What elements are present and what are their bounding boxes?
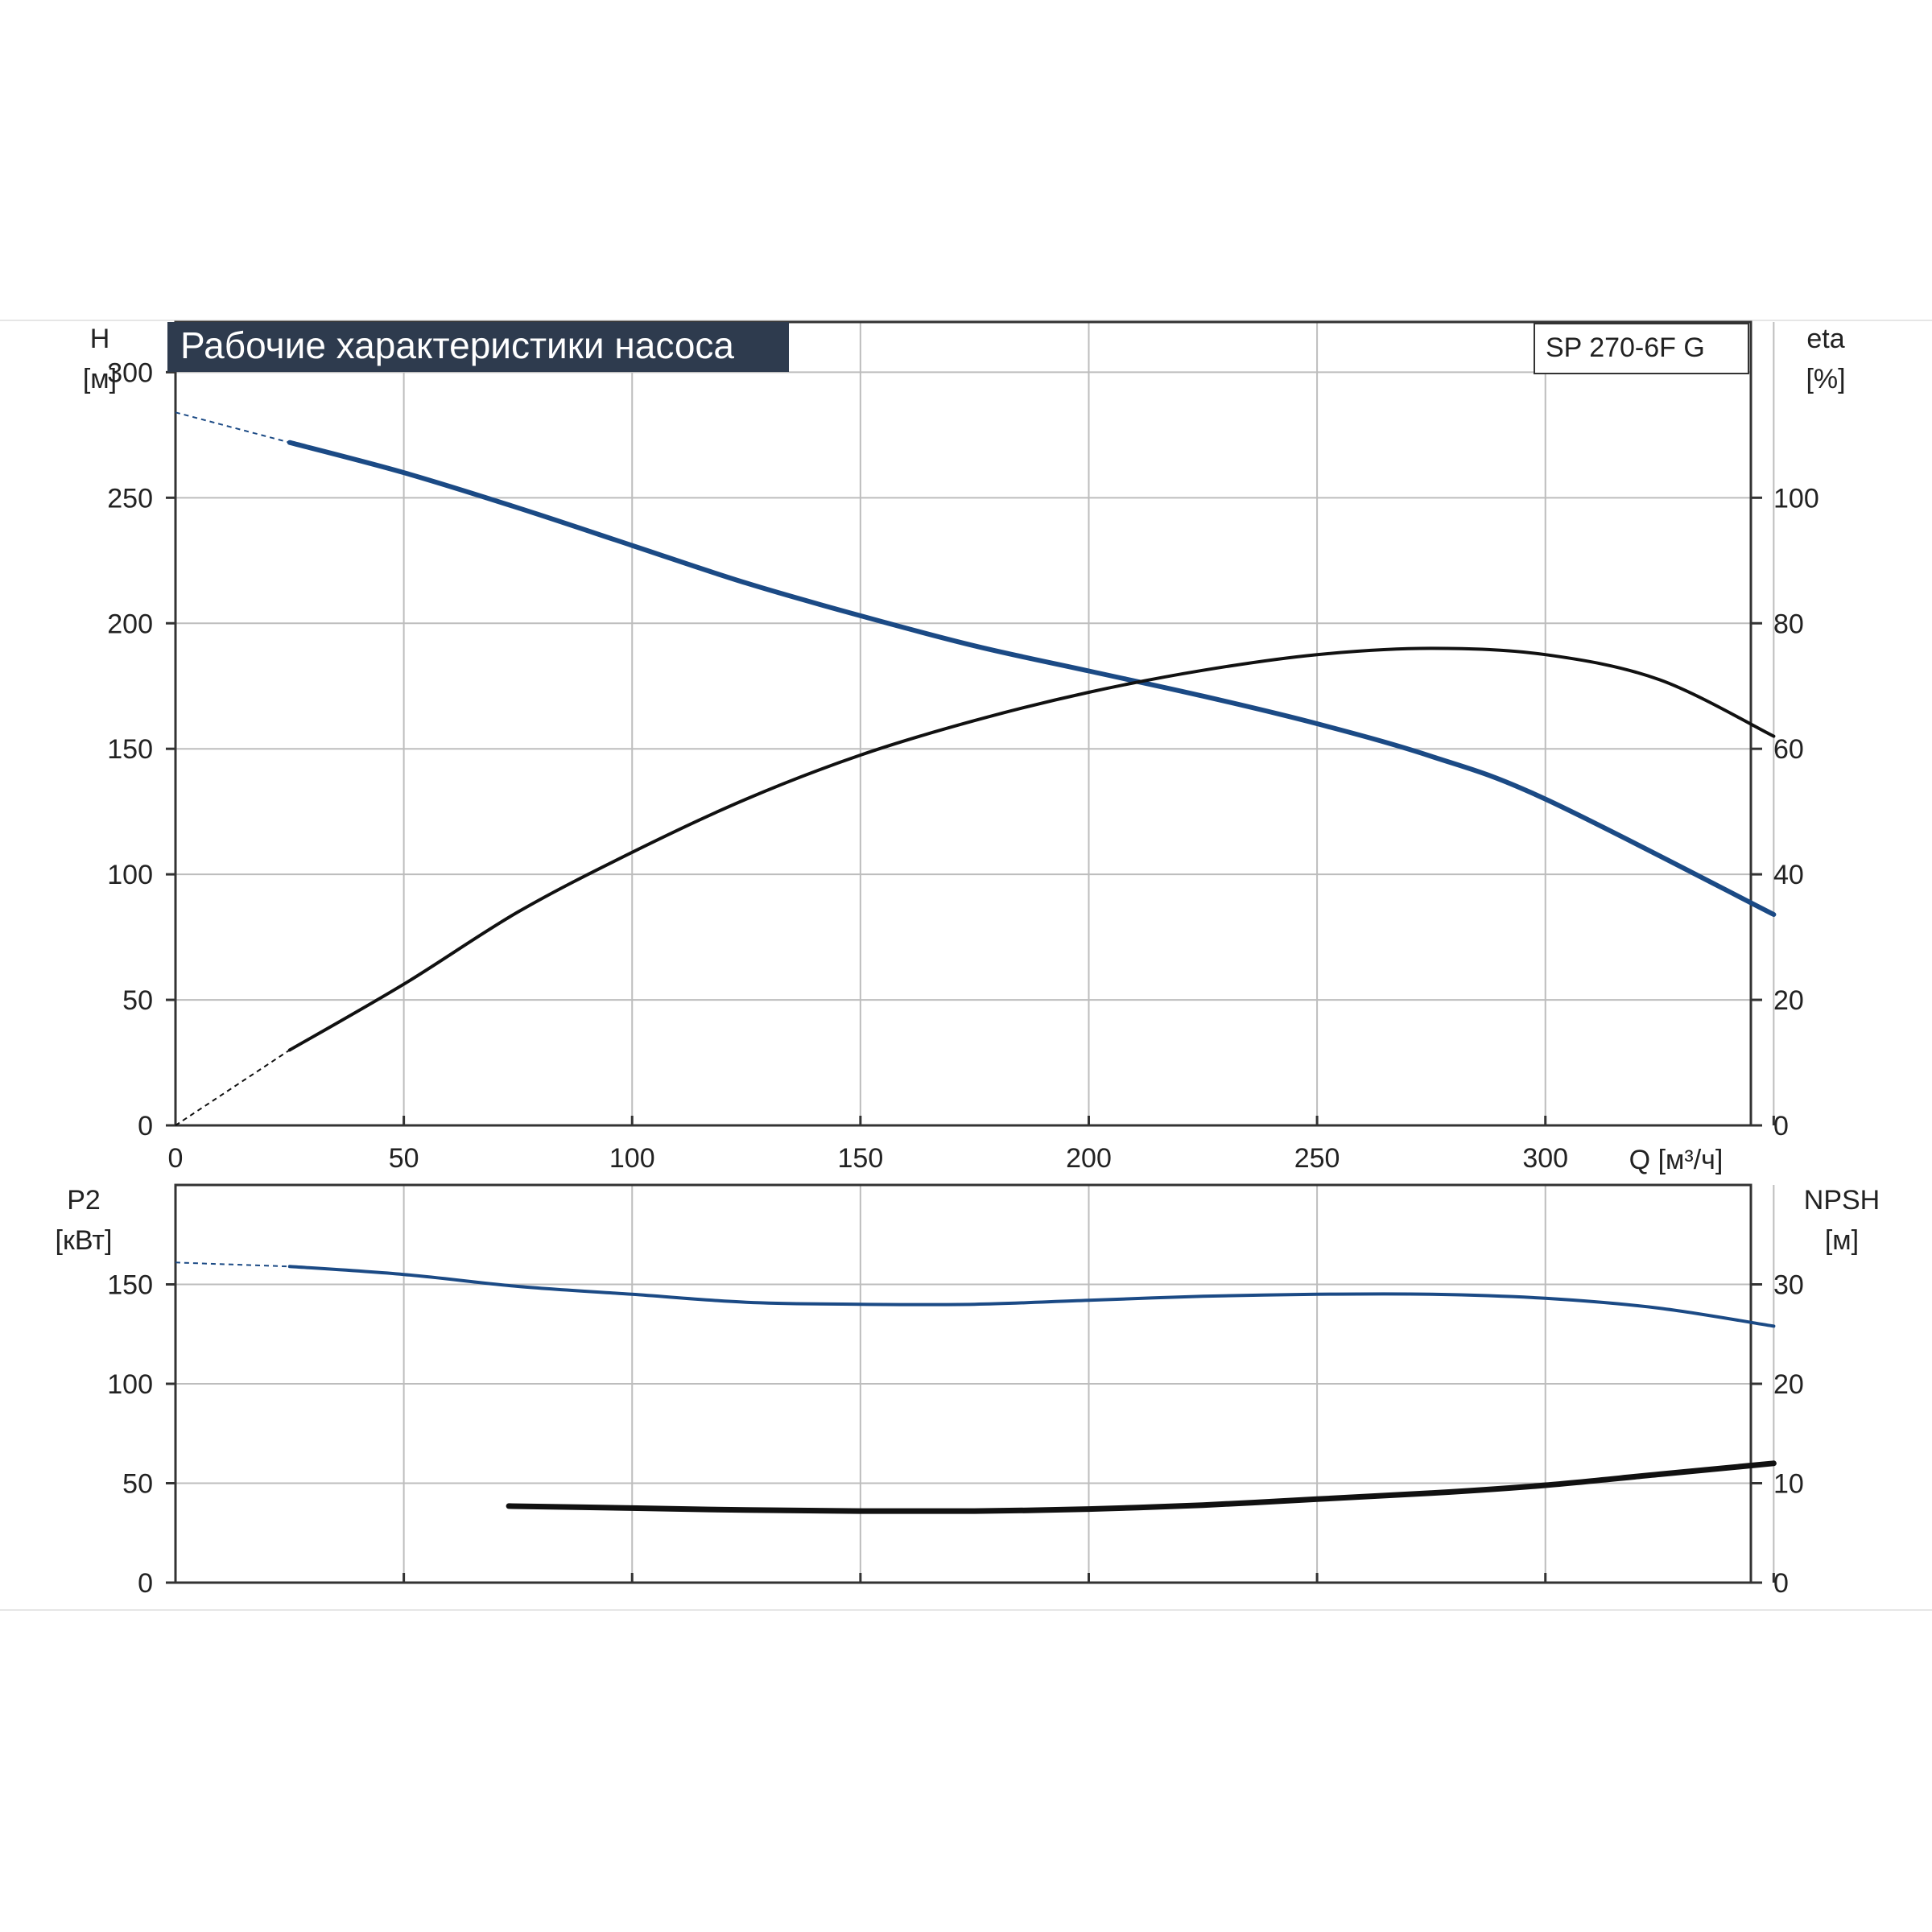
title-banner	[167, 322, 789, 372]
y-left-tick-label: 300	[107, 357, 153, 388]
lower-right-axis-label: NPSH	[1804, 1185, 1880, 1216]
x-tick-label: 100	[609, 1143, 655, 1174]
upper-right-axis-label: eta	[1806, 324, 1844, 354]
y-right-tick-label: 10	[1773, 1469, 1804, 1500]
y-right-tick-label: 60	[1773, 734, 1804, 765]
y-right-tick-label: 40	[1773, 860, 1804, 890]
y-right-tick-label: 0	[1773, 1111, 1789, 1141]
efficiency-curve-extrapolated	[175, 1049, 291, 1126]
y-right-tick-label: 100	[1773, 483, 1819, 514]
y-left-tick-label: 100	[107, 860, 153, 890]
y-right-tick-label: 30	[1773, 1270, 1804, 1301]
y-left-tick-label: 0	[138, 1111, 153, 1141]
lower-left-axis-label: P2	[67, 1185, 101, 1216]
y-left-tick-label: 50	[122, 1469, 153, 1500]
efficiency-curve	[287, 646, 1776, 1052]
lower-right-axis-unit: [м]	[1825, 1225, 1859, 1256]
y-left-tick-label: 150	[107, 734, 153, 765]
y-left-tick-label: 250	[107, 483, 153, 514]
y-left-tick-label: 50	[122, 985, 153, 1016]
y-left-tick-label: 100	[107, 1369, 153, 1400]
upper-right-axis-unit: [%]	[1806, 364, 1845, 394]
model-box	[1534, 323, 1749, 374]
power-curve	[287, 1265, 1776, 1328]
upper-left-axis-label: H	[90, 324, 110, 354]
x-tick-label: 300	[1522, 1143, 1568, 1174]
npsh-curve	[506, 1460, 1777, 1514]
plot-frame	[174, 1183, 1752, 1584]
lower-tick-labels: 0 50 100 150 0 10 20 30	[107, 1270, 1804, 1600]
y-left-tick-label: 150	[107, 1270, 153, 1301]
x-tick-label: 150	[838, 1143, 884, 1174]
y-left-tick-label: 200	[107, 609, 153, 639]
y-right-tick-label: 20	[1773, 985, 1804, 1016]
chart-title: Рабочие характеристики насоса	[180, 324, 734, 366]
upper-left-axis-unit: [м]	[83, 364, 117, 394]
x-tick-label: 250	[1294, 1143, 1340, 1174]
head-curve-extrapolated	[175, 411, 291, 444]
x-axis-label: Q [м³/ч]	[1629, 1145, 1724, 1175]
y-right-tick-label: 80	[1773, 609, 1804, 639]
upper-grid	[166, 320, 1775, 1127]
upper-tick-labels: 0 50 100 150 200 250 300 0 20 40 60 80 100 0 50 100 150 2…	[107, 357, 1818, 1174]
lower-plot-lines	[175, 1261, 1777, 1514]
head-curve	[287, 440, 1777, 917]
x-tick-label: 50	[389, 1143, 419, 1174]
upper-plot-lines	[175, 411, 1777, 1126]
x-tick-label: 200	[1066, 1143, 1112, 1174]
lower-left-axis-unit: [кВт]	[56, 1225, 113, 1256]
x-tick-label: 0	[168, 1143, 184, 1174]
power-curve-extrapolated	[175, 1261, 290, 1268]
y-right-tick-label: 20	[1773, 1369, 1804, 1400]
y-right-tick-label: 0	[1773, 1568, 1789, 1599]
lower-grid	[166, 1183, 1775, 1584]
y-left-tick-label: 0	[138, 1568, 153, 1599]
model-label: SP 270-6F G	[1546, 332, 1705, 363]
